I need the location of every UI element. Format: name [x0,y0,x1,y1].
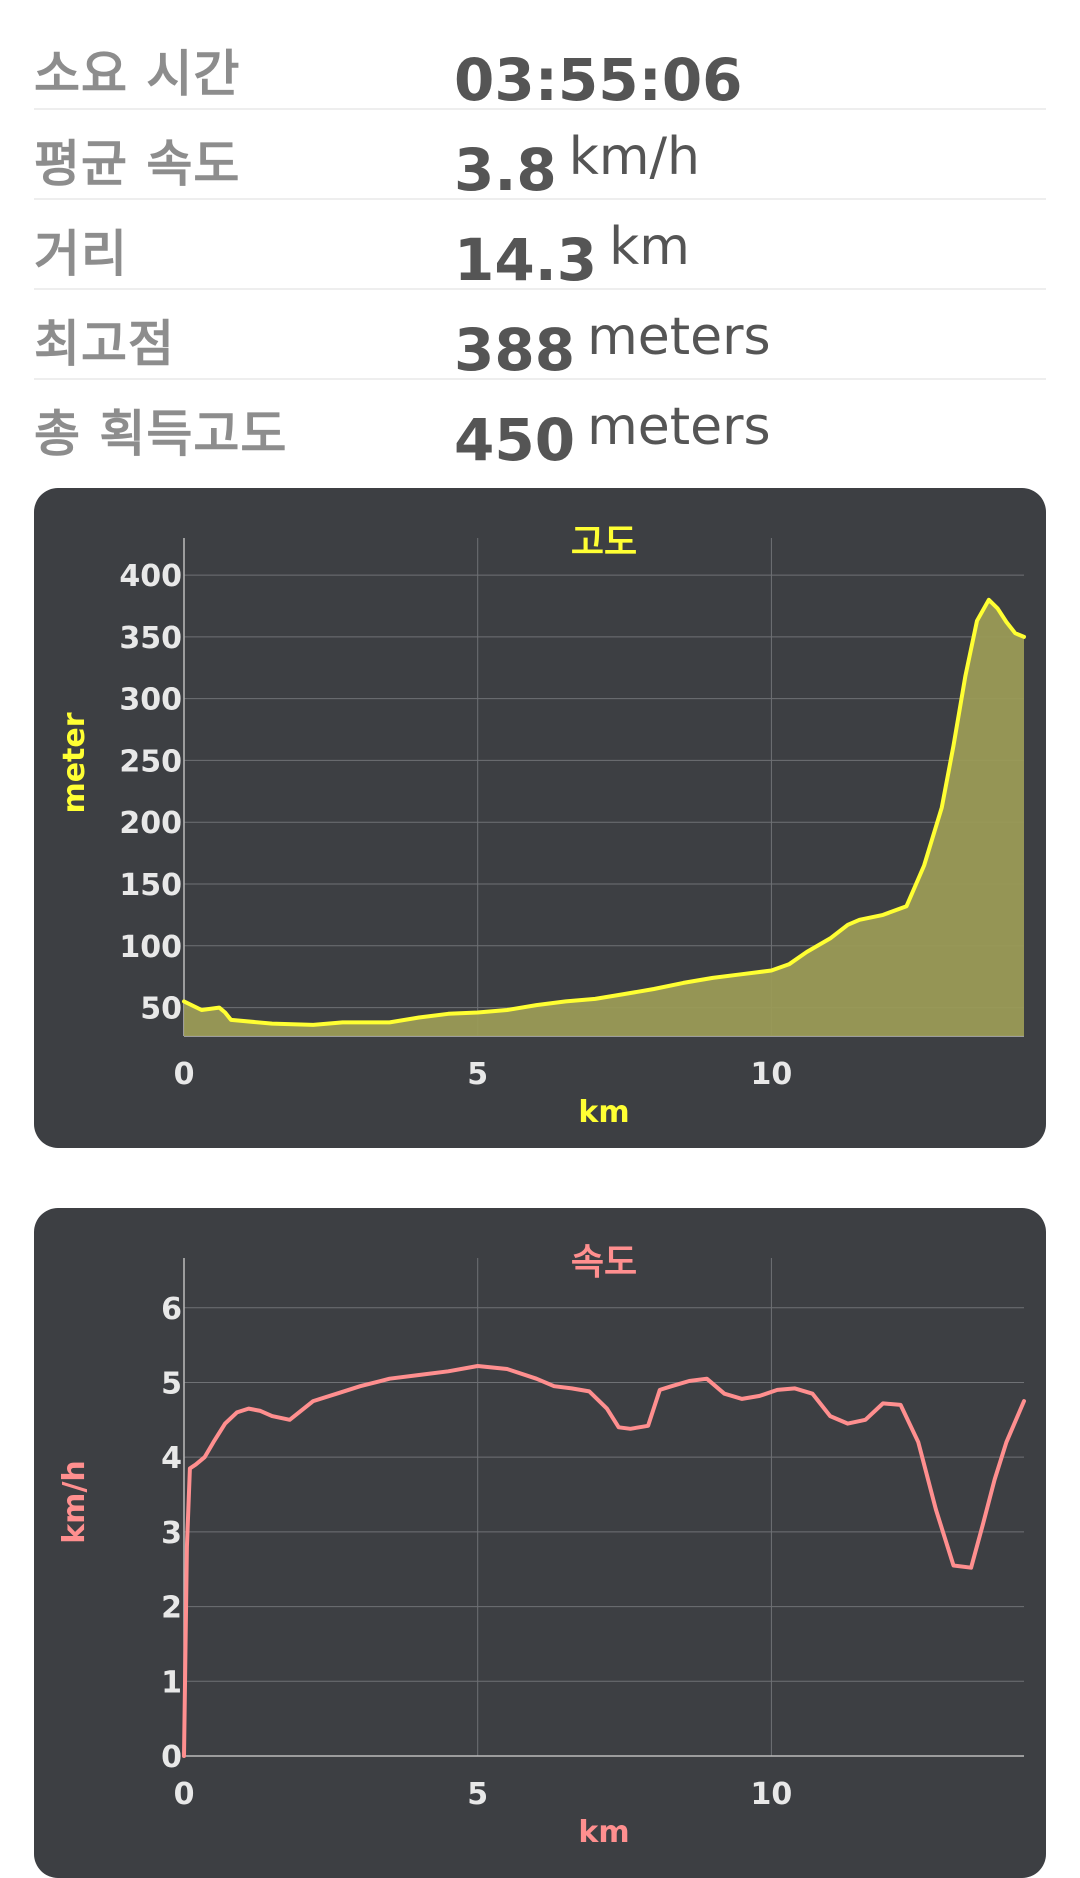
stat-number: 3.8 [454,136,557,204]
x-tick-label: 5 [467,1057,488,1092]
x-tick-label: 0 [174,1777,195,1812]
y-tick-label: 50 [140,992,182,1027]
y-axis-title: km/h [57,1460,92,1544]
y-tick-label: 4 [161,1441,182,1476]
series-area [184,599,1024,1036]
stat-unit: km/h [568,127,700,187]
stat-value: 14.3 km [454,217,690,294]
y-tick-label: 1 [161,1665,182,1700]
stat-row-max-elevation: 최고점 388 meters [34,290,1046,384]
y-tick-label: 6 [161,1292,182,1327]
x-axis-title: km [578,1815,629,1850]
stat-value: 450 meters [454,397,771,474]
y-tick-label: 2 [161,1591,182,1626]
stat-value: 388 meters [454,307,771,384]
stat-number: 388 [454,316,576,384]
stat-label: 평균 속도 [34,135,241,193]
x-axis-title: km [578,1095,629,1130]
y-tick-label: 3 [161,1516,182,1551]
speed-chart: 속도 0 1 2 3 4 5 6 0 5 10 km km/h [57,1242,1026,1850]
y-tick-label: 200 [119,806,182,841]
stat-unit: meters [587,307,771,367]
stat-number: 03:55:06 [454,46,743,114]
y-tick-label: 300 [119,683,182,718]
stats-summary: 소요 시간 03:55:06 평균 속도 3.8 km/h 거리 14.3 km 최… [34,20,1046,474]
stat-label: 최고점 [34,315,175,373]
stat-number: 450 [454,406,576,474]
stat-number: 14.3 [454,226,598,294]
chart-title: 고도 [571,522,637,563]
x-tick-label: 10 [751,1777,793,1812]
series-line [182,1364,1026,1758]
y-tick-label: 0 [161,1740,182,1775]
stat-row-average-speed: 평균 속도 3.8 km/h [34,110,1046,204]
stat-row-distance: 거리 14.3 km [34,200,1046,294]
y-tick-label: 100 [119,930,182,965]
speed-chart-card: 속도 0 1 2 3 4 5 6 0 5 10 km km/h [34,1208,1046,1878]
stat-row-duration: 소요 시간 03:55:06 [34,20,1046,114]
y-tick-label: 150 [119,868,182,903]
y-axis-title: meter [57,712,92,813]
stat-label: 총 획득고도 [34,405,288,463]
elevation-chart-card: 고도 50 100 150 200 250 300 350 400 0 5 10 km meter [34,488,1046,1148]
y-tick-label: 250 [119,744,182,779]
stat-row-total-ascent: 총 획득고도 450 meters [34,380,1046,474]
x-tick-label: 5 [467,1777,488,1812]
y-tick-label: 350 [119,621,182,656]
stat-value: 3.8 km/h [454,127,700,204]
elevation-chart: 고도 50 100 150 200 250 300 350 400 0 5 10 km meter [57,522,1026,1130]
stat-label: 소요 시간 [34,45,241,103]
chart-title: 속도 [571,1242,637,1283]
stat-unit: km [609,217,690,277]
stat-value: 03:55:06 [454,46,755,114]
series-line [182,597,1026,1027]
stat-label: 거리 [34,225,128,283]
y-tick-label: 5 [161,1366,182,1401]
x-tick-label: 10 [751,1057,793,1092]
stat-unit: meters [587,397,771,457]
x-tick-label: 0 [174,1057,195,1092]
y-tick-label: 400 [119,559,182,594]
